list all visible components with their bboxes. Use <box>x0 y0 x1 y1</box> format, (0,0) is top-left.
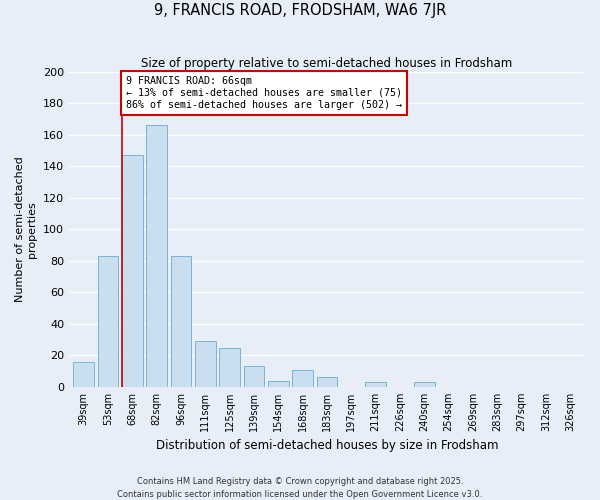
Bar <box>170 256 191 387</box>
Bar <box>292 370 313 387</box>
Text: 9 FRANCIS ROAD: 66sqm
← 13% of semi-detached houses are smaller (75)
86% of semi: 9 FRANCIS ROAD: 66sqm ← 13% of semi-deta… <box>125 76 401 110</box>
Bar <box>365 382 386 387</box>
Bar <box>73 362 94 387</box>
Text: 9, FRANCIS ROAD, FRODSHAM, WA6 7JR: 9, FRANCIS ROAD, FRODSHAM, WA6 7JR <box>154 2 446 18</box>
Title: Size of property relative to semi-detached houses in Frodsham: Size of property relative to semi-detach… <box>142 58 512 70</box>
Text: Contains HM Land Registry data © Crown copyright and database right 2025.
Contai: Contains HM Land Registry data © Crown c… <box>118 478 482 499</box>
X-axis label: Distribution of semi-detached houses by size in Frodsham: Distribution of semi-detached houses by … <box>156 440 498 452</box>
Bar <box>317 378 337 387</box>
Bar <box>414 382 434 387</box>
Bar <box>268 380 289 387</box>
Bar <box>122 155 143 387</box>
Bar <box>244 366 264 387</box>
Bar <box>146 126 167 387</box>
Bar <box>219 348 240 387</box>
Bar <box>98 256 118 387</box>
Bar <box>195 341 215 387</box>
Y-axis label: Number of semi-detached
properties: Number of semi-detached properties <box>15 156 37 302</box>
